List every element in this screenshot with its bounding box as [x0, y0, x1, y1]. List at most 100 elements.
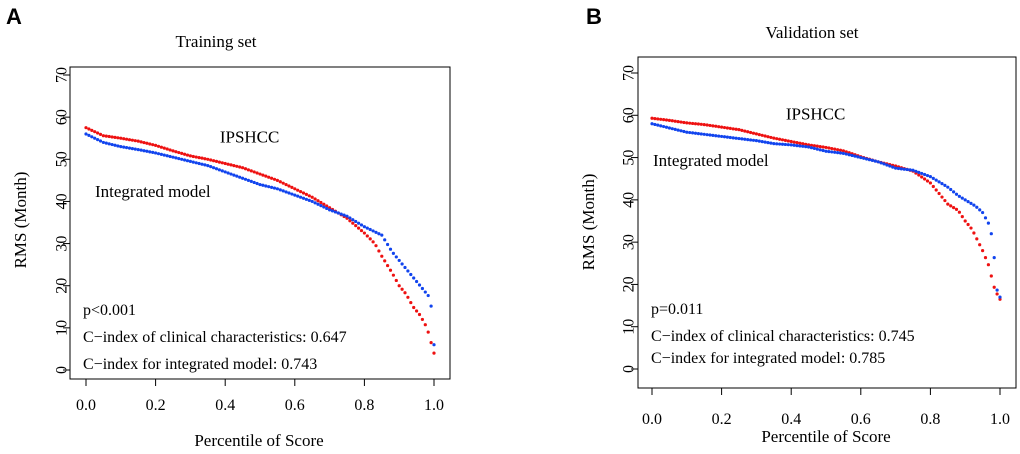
panel-a-point-integrated	[310, 199, 314, 204]
panel-b-point-ipshcc	[650, 116, 654, 120]
panel-b-point-integrated	[827, 149, 831, 154]
panel-a-point-integrated	[194, 161, 198, 165]
panel-b-point-integrated	[693, 131, 698, 135]
panel-b-point-integrated	[891, 165, 895, 169]
panel-b-point-integrated	[670, 127, 674, 131]
panel-a-point-integrated	[235, 174, 239, 178]
panel-b-point-integrated	[954, 192, 959, 196]
panel-b-point-integrated	[795, 143, 799, 148]
panel-b-point-integrated	[737, 136, 741, 141]
panel-b-point-integrated	[711, 133, 715, 137]
panel-a-point-ipshcc	[84, 126, 88, 130]
panel-a-point-integrated	[388, 247, 393, 251]
panel-b-point-ipshcc	[925, 179, 930, 183]
panel-b-point-ipshcc	[717, 125, 721, 129]
panel-a-point-integrated	[127, 146, 132, 150]
panel-b-point-integrated	[676, 128, 680, 132]
panel-a-point-ipshcc	[93, 130, 97, 134]
panel-b-xtick-label: 0.0	[642, 411, 662, 428]
panel-a-point-ipshcc	[357, 226, 361, 230]
panel-b-point-ipshcc	[821, 145, 825, 149]
panel-a-ytick-label: 20	[54, 278, 71, 294]
panel-b-point-ipshcc	[917, 173, 921, 177]
panel-a-point-ipshcc	[159, 145, 163, 149]
panel-a-point-ipshcc	[145, 141, 149, 145]
panel-a-ytick-label: 30	[54, 236, 71, 252]
panel-a-ytick-label: 10	[54, 320, 71, 336]
panel-a-point-integrated	[229, 172, 233, 176]
panel-b-point-ipshcc	[966, 222, 970, 227]
panel-b-xtick-label: 0.6	[851, 411, 871, 428]
panel-b-point-integrated	[751, 138, 756, 142]
panel-b-point-integrated	[659, 124, 663, 128]
panel-a-point-integrated	[426, 293, 430, 298]
panel-a-xtick-label: 0.0	[76, 397, 96, 414]
panel-b-point-ipshcc	[989, 274, 993, 278]
panel-b-point-ipshcc	[841, 149, 846, 153]
panel-b-point-ipshcc	[934, 188, 938, 192]
panel-a-point-integrated	[156, 152, 161, 156]
panel-b-point-ipshcc	[766, 135, 770, 139]
panel-b-point-integrated	[989, 232, 993, 236]
panel-a-point-integrated	[212, 166, 216, 170]
panel-a-point-ipshcc	[429, 341, 433, 345]
panel-a-point-integrated	[246, 178, 250, 182]
panel-a-point-ipshcc	[241, 166, 245, 170]
panel-a-point-ipshcc	[229, 163, 233, 167]
panel-a-points	[84, 126, 436, 355]
panel-a-point-integrated	[316, 202, 320, 206]
panel-b-point-ipshcc	[743, 129, 747, 133]
panel-b-point-integrated	[865, 157, 869, 161]
panel-b-point-integrated	[925, 173, 930, 178]
panel-a-point-ipshcc	[261, 173, 265, 177]
panel-b-point-ipshcc	[983, 256, 988, 260]
panel-a-point-integrated	[130, 147, 134, 151]
panel-a-point-integrated	[249, 179, 253, 184]
panel-b-point-ipshcc	[737, 128, 741, 132]
panel-b-point-ipshcc	[838, 148, 843, 152]
panel-a-point-ipshcc	[122, 137, 126, 141]
panel-a-point-integrated	[322, 205, 326, 209]
panel-a-point-integrated	[197, 161, 201, 166]
panel-b-point-ipshcc	[688, 121, 692, 125]
panel-a-point-integrated	[365, 226, 369, 230]
panel-a-point-ipshcc	[310, 195, 314, 199]
panel-b-point-ipshcc	[995, 292, 999, 296]
panel-a-point-integrated	[359, 223, 364, 227]
panel-b-point-integrated	[720, 134, 724, 139]
panel-b-point-integrated	[664, 125, 669, 129]
panel-b-point-ipshcc	[928, 181, 933, 185]
panel-b-pvalue: p=0.011	[651, 301, 703, 318]
panel-a-point-ipshcc	[290, 185, 294, 189]
panel-a-point-integrated	[122, 145, 126, 149]
panel-a-point-ipshcc	[136, 139, 140, 143]
panel-b-point-ipshcc	[975, 237, 979, 241]
panel-a-point-ipshcc	[174, 150, 178, 154]
panel-a-point-ipshcc	[130, 138, 134, 142]
panel-a-xtick-label: 0.4	[215, 397, 235, 414]
panel-a-point-ipshcc	[255, 171, 259, 175]
panel-b-point-ipshcc	[923, 177, 927, 181]
panel-a-cindex-clinical: C−index of clinical characteristics: 0.6…	[83, 329, 347, 346]
panel-a-point-integrated	[420, 286, 424, 291]
panel-b-point-integrated	[952, 190, 956, 194]
panel-b-point-integrated	[688, 130, 692, 135]
panel-a-point-ipshcc	[171, 149, 175, 153]
panel-b-cindex-integrated: C−index for integrated model: 0.785	[651, 350, 885, 367]
panel-a-point-integrated	[252, 180, 256, 185]
panel-b-point-ipshcc	[992, 285, 996, 289]
panel-b-point-integrated	[783, 142, 788, 147]
panel-a-point-integrated	[348, 216, 352, 220]
panel-a-point-integrated	[162, 153, 166, 157]
panel-a-point-ipshcc	[432, 351, 436, 355]
panel-a-point-integrated	[136, 147, 140, 152]
panel-a-point-ipshcc	[412, 305, 416, 310]
panel-b-point-integrated	[754, 139, 759, 143]
panel-a-point-ipshcc	[110, 135, 114, 139]
panel-a-point-integrated	[191, 160, 195, 164]
panel-b-point-integrated	[859, 155, 863, 160]
panel-b-point-integrated	[798, 144, 802, 148]
panel-a-point-integrated	[423, 290, 427, 294]
panel-a-point-integrated	[394, 255, 398, 259]
